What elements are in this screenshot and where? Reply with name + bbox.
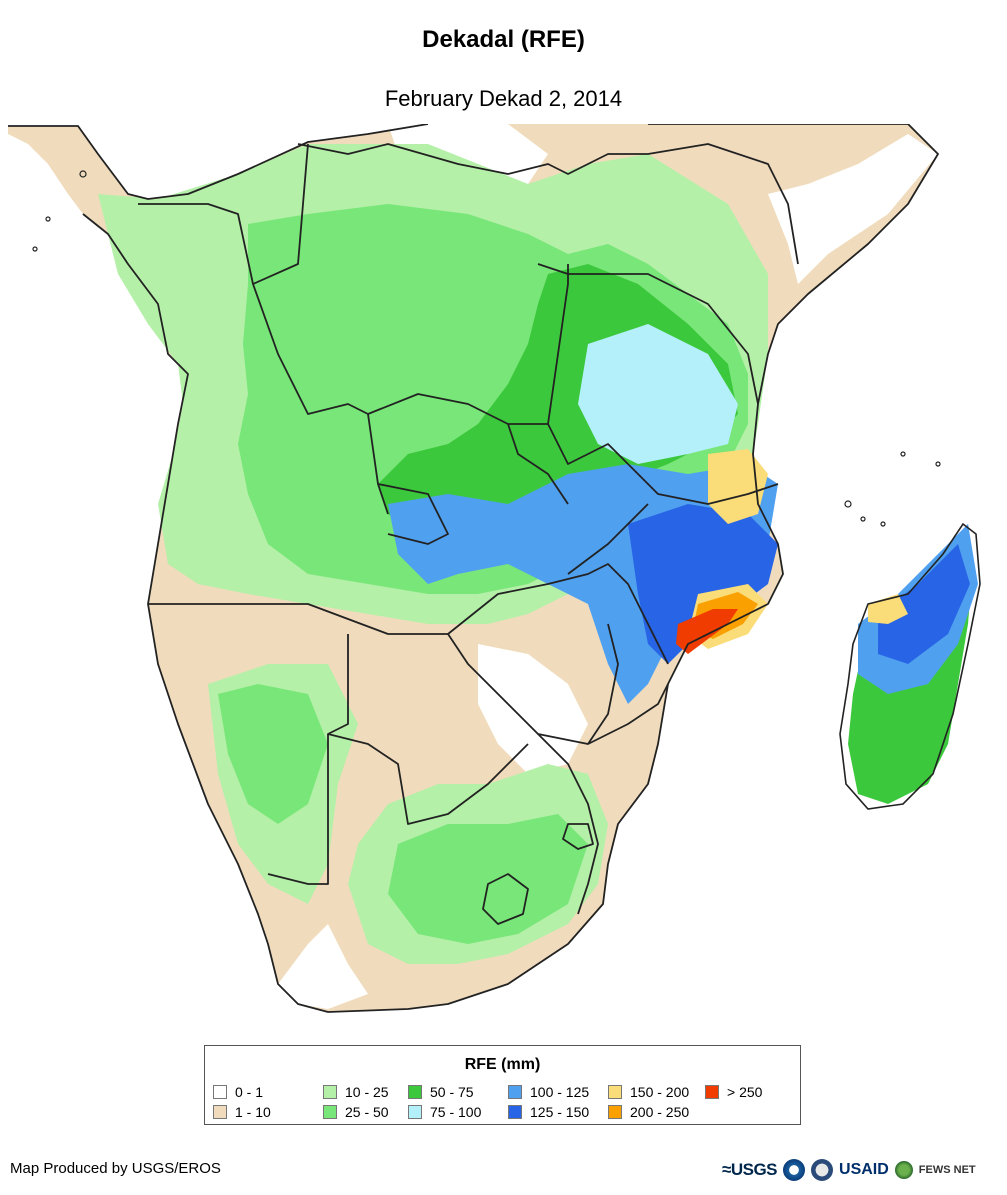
islands bbox=[32, 170, 941, 527]
legend-swatch bbox=[213, 1085, 227, 1099]
legend-swatch bbox=[408, 1085, 422, 1099]
legend-label: 25 - 50 bbox=[345, 1104, 389, 1120]
agency-logos: ≈USGS USAID FEWS NET bbox=[722, 1156, 976, 1184]
legend-label: 100 - 125 bbox=[530, 1084, 590, 1100]
legend-swatch bbox=[508, 1105, 522, 1119]
legend-label: 75 - 100 bbox=[430, 1104, 482, 1120]
legend-swatch bbox=[508, 1085, 522, 1099]
usda-seal-icon bbox=[811, 1159, 834, 1181]
rain-zone-madagascar-darkblue bbox=[878, 544, 970, 664]
legend-swatch bbox=[408, 1105, 422, 1119]
legend-item: 75 - 100 bbox=[408, 1104, 481, 1120]
legend-label: 1 - 10 bbox=[235, 1104, 271, 1120]
legend: RFE (mm) 0 - 1 1 - 10 10 - 25 25 - 50 50 - 7… bbox=[204, 1045, 801, 1125]
legend-swatch bbox=[608, 1085, 622, 1099]
dry-zone-southwest bbox=[278, 924, 368, 1009]
rain-zone-se-medium-green bbox=[388, 814, 588, 944]
legend-item: 150 - 200 bbox=[608, 1084, 689, 1100]
dry-zone-kalahari bbox=[478, 644, 588, 774]
legend-label: 0 - 1 bbox=[235, 1084, 264, 1100]
country-borders bbox=[8, 124, 939, 1013]
legend-item: 100 - 125 bbox=[508, 1084, 589, 1100]
legend-swatch bbox=[608, 1105, 622, 1119]
legend-label: 200 - 250 bbox=[630, 1104, 690, 1120]
rain-zone-south-medium-green bbox=[218, 684, 328, 824]
legend-item: 10 - 25 bbox=[323, 1084, 389, 1100]
legend-item: 50 - 75 bbox=[408, 1084, 474, 1100]
legend-title: RFE (mm) bbox=[464, 1056, 541, 1073]
legend-swatch bbox=[323, 1105, 337, 1119]
rain-zone-dark-blue bbox=[628, 504, 778, 664]
noaa-seal-icon bbox=[783, 1159, 806, 1181]
legend-label: 10 - 25 bbox=[345, 1084, 389, 1100]
credit-text: Map Produced by USGS/EROS bbox=[10, 1160, 221, 1177]
legend-label: 50 - 75 bbox=[430, 1084, 474, 1100]
legend-label: 150 - 200 bbox=[630, 1084, 690, 1100]
map-title: Dekadal (RFE) bbox=[422, 26, 585, 53]
legend-label: > 250 bbox=[727, 1084, 763, 1100]
map-subtitle: February Dekad 2, 2014 bbox=[384, 86, 623, 111]
madagascar-outline bbox=[839, 522, 981, 810]
legend-swatch bbox=[705, 1085, 719, 1099]
rainfall-map bbox=[8, 124, 981, 1013]
legend-swatch bbox=[213, 1105, 227, 1119]
legend-item: 1 - 10 bbox=[213, 1104, 271, 1120]
usgs-logo: ≈USGS bbox=[722, 1160, 778, 1179]
dry-zone-horn bbox=[768, 134, 938, 284]
legend-label: 125 - 150 bbox=[530, 1104, 590, 1120]
fewsnet-globe-icon bbox=[894, 1161, 913, 1179]
usaid-logo: USAID bbox=[839, 1161, 889, 1178]
legend-swatch bbox=[323, 1085, 337, 1099]
rain-zone-yellow bbox=[708, 449, 768, 524]
legend-item: > 250 bbox=[705, 1084, 762, 1100]
rain-zone-light-blue bbox=[578, 324, 738, 464]
legend-item: 0 - 1 bbox=[213, 1084, 263, 1100]
fewsnet-logo: FEWS NET bbox=[918, 1164, 976, 1176]
legend-item: 125 - 150 bbox=[508, 1104, 589, 1120]
legend-item: 25 - 50 bbox=[323, 1104, 389, 1120]
legend-item: 200 - 250 bbox=[608, 1104, 689, 1120]
